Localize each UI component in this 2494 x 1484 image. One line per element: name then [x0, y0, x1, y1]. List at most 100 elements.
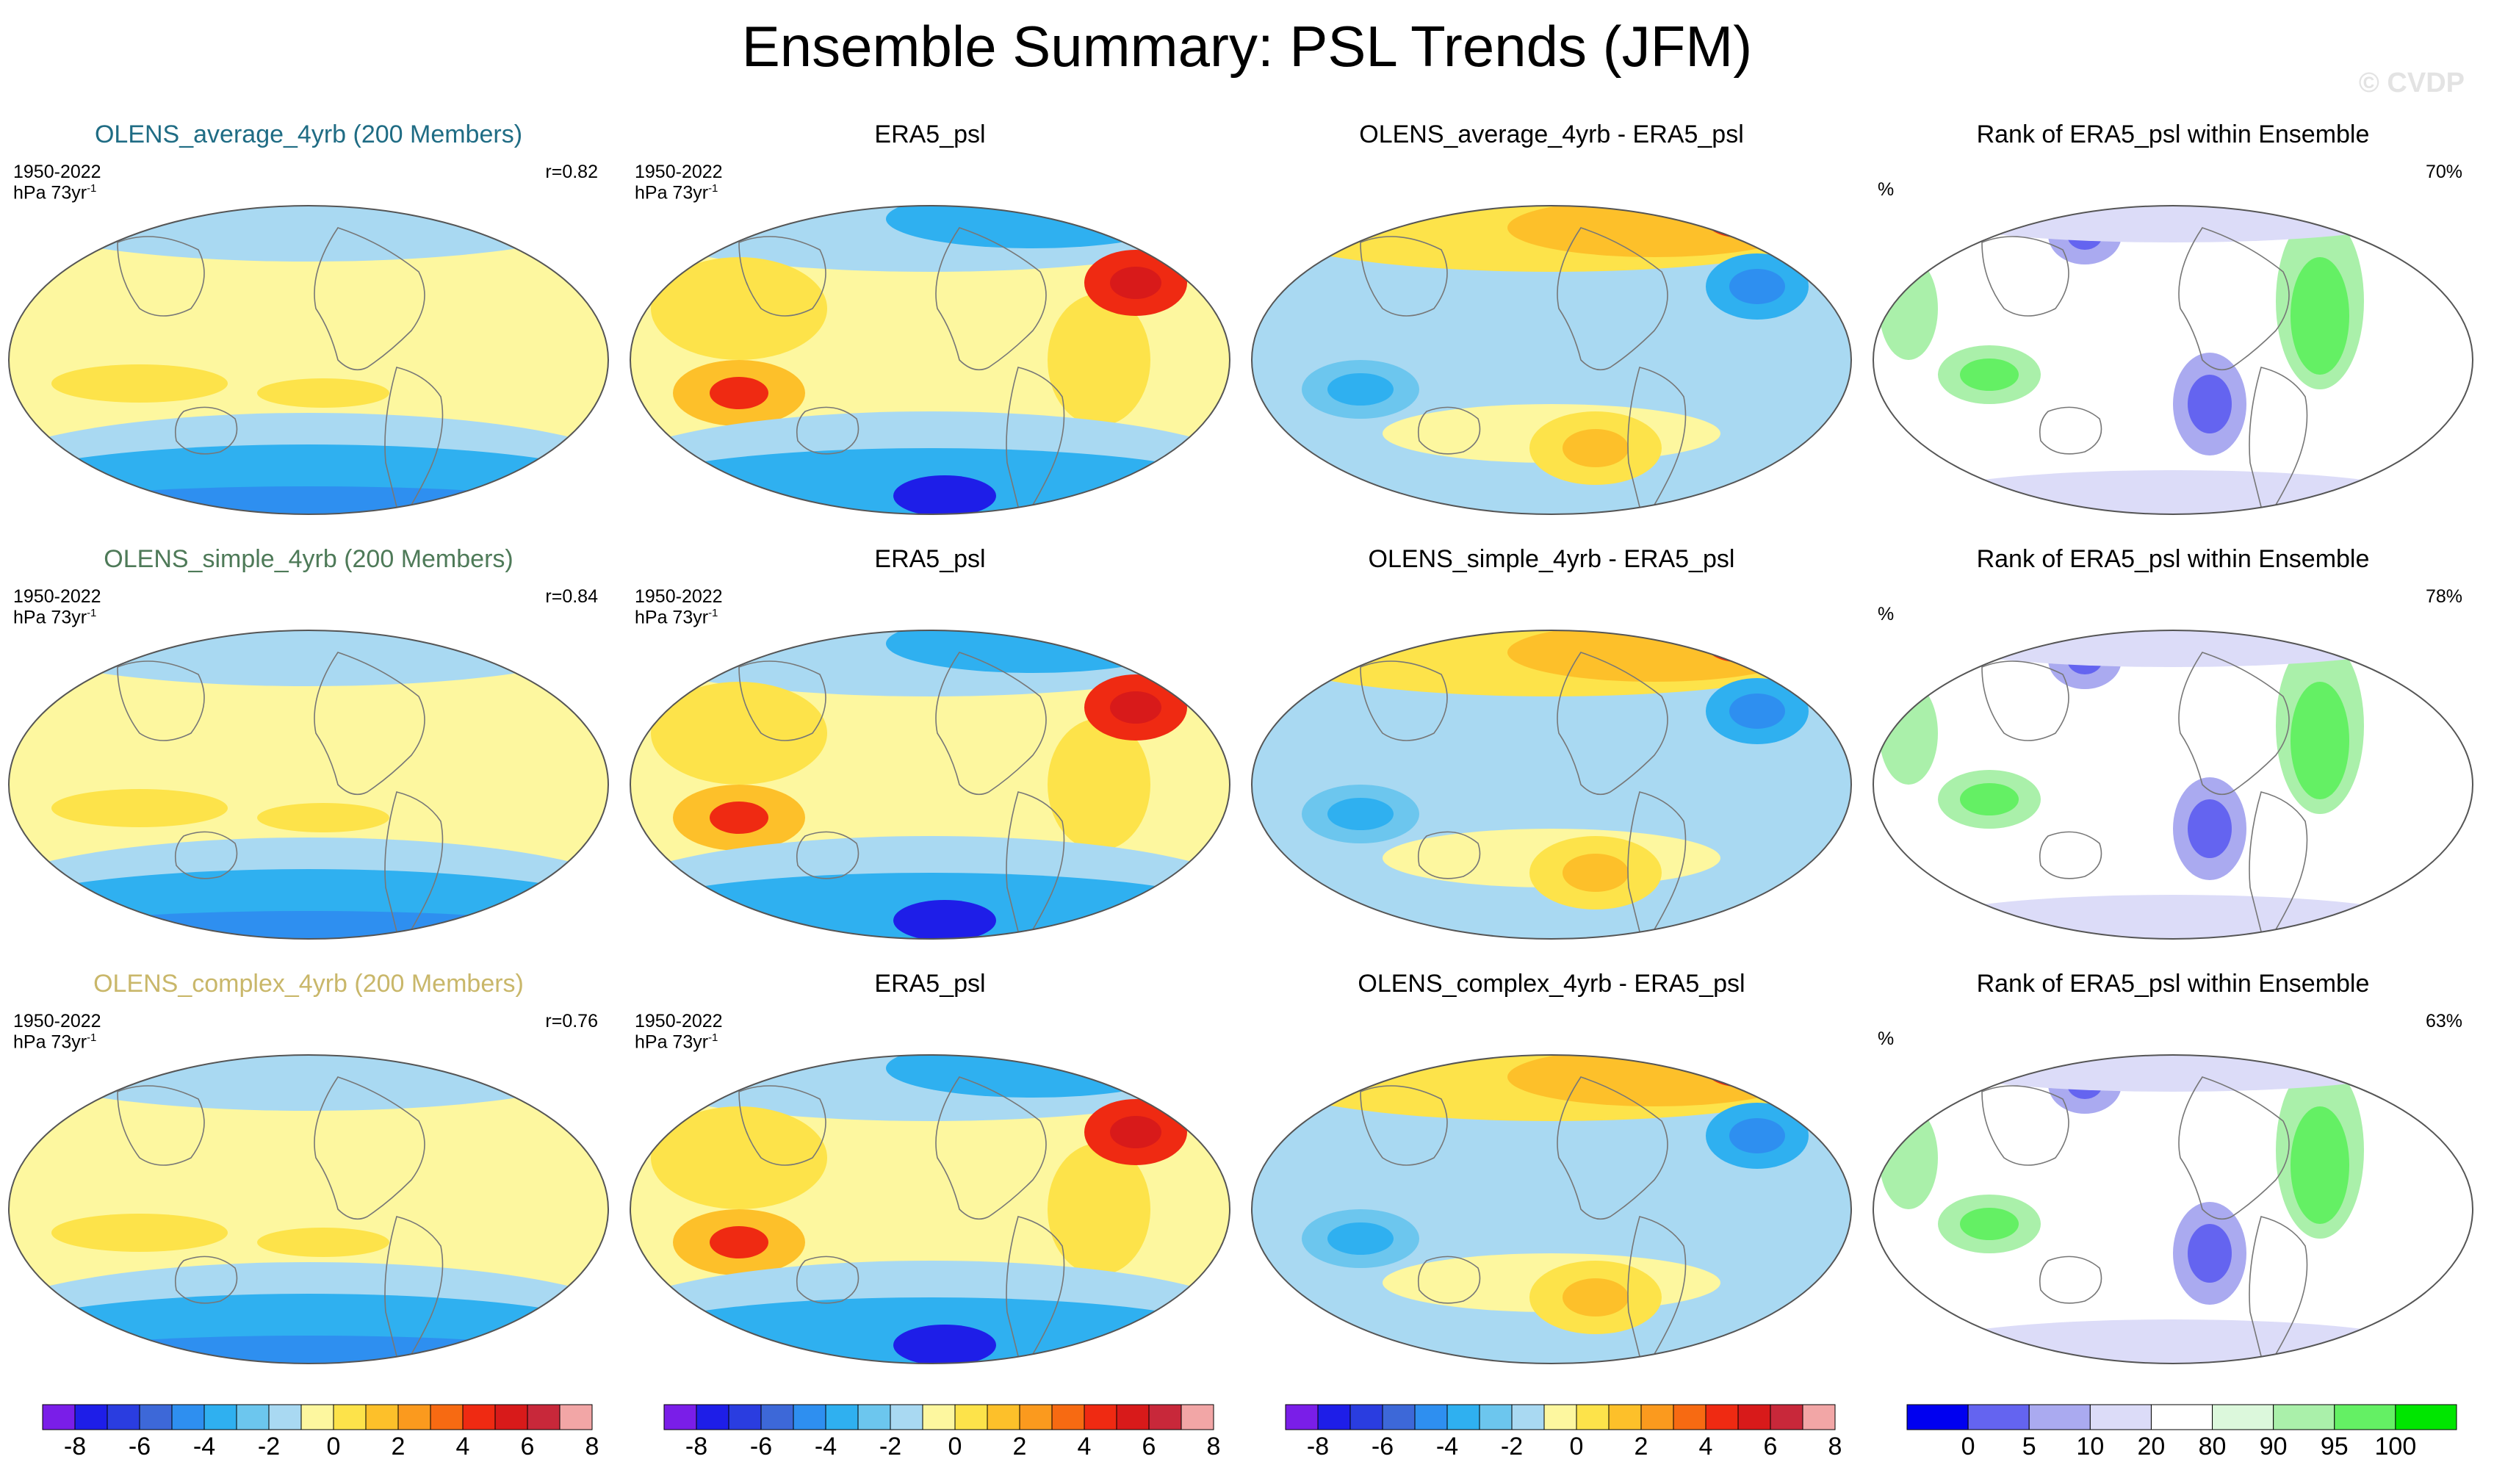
coastline-0 — [314, 652, 425, 796]
colorbar-swatch — [1446, 1404, 1480, 1430]
coastline-2 — [1981, 660, 2069, 741]
panel-period: 1950-2022 — [13, 162, 101, 182]
map-svg — [630, 630, 1230, 940]
colorbar-tick-label: -6 — [1371, 1433, 1394, 1460]
colorbar-swatch — [430, 1404, 464, 1430]
colorbar-tick-label: -4 — [814, 1433, 837, 1460]
colorbar-swatch — [1317, 1404, 1351, 1430]
colorbar-swatch — [954, 1404, 988, 1430]
coastline-0 — [935, 1076, 1047, 1220]
coastline-2 — [1981, 236, 2069, 317]
panel-rank: Rank of ERA5_psl within Ensemble % 70% — [1864, 118, 2482, 529]
coastline-3 — [796, 406, 859, 455]
map-svg — [630, 205, 1230, 515]
figure-title: Ensemble Summary: PSL Trends (JFM) — [741, 14, 1753, 79]
field-region-north-atlantic-core — [1110, 691, 1161, 724]
panel-period: 1950-2022 — [635, 586, 723, 607]
coastline-2 — [738, 660, 826, 741]
colorbar-swatch — [1084, 1404, 1117, 1430]
colorbar-swatch — [922, 1404, 956, 1430]
colorbar-swatch — [527, 1404, 561, 1430]
colorbar-tick-label: 8 — [585, 1433, 599, 1460]
panel-era5-psl: ERA5_psl 1950-2022 hPa 73yr-1 — [621, 967, 1239, 1378]
rank-region-southern-blue-core — [2188, 375, 2232, 433]
field-region-south-america-high — [1048, 718, 1150, 851]
colorbar-tick-label: 4 — [1077, 1433, 1092, 1460]
colorbar-swatch — [1608, 1404, 1642, 1430]
field-region-arctic-red — [1706, 206, 1779, 238]
panel-era5-psl: ERA5_psl 1950-2022 hPa 73yr-1 — [621, 118, 1239, 529]
panel-rank: Rank of ERA5_psl within Ensemble % 78% — [1864, 542, 2482, 954]
colorbar-swatch — [2395, 1404, 2457, 1430]
panel-difference: OLENS_average_4yrb - ERA5_psl — [1243, 118, 1860, 529]
map-field — [630, 630, 1230, 939]
panel-era5-psl: ERA5_psl 1950-2022 hPa 73yr-1 — [621, 542, 1239, 954]
colorbar-tick-label: -4 — [192, 1433, 216, 1460]
field-region-asia-high — [651, 1106, 827, 1209]
colorbar-tick-label: -4 — [1435, 1433, 1459, 1460]
colorbar-tick-label: -8 — [685, 1433, 708, 1460]
colorbar-swatch — [1349, 1404, 1383, 1430]
coastline-0 — [935, 227, 1047, 371]
rank-region-atlantic-green-core — [2291, 1106, 2349, 1224]
coastline-2 — [738, 236, 826, 317]
panel-unit: hPa 73yr-1 — [13, 607, 97, 628]
colorbar-svg — [1906, 1404, 2457, 1430]
panel-percent-label: % — [1878, 179, 1895, 200]
coastline-3 — [1417, 831, 1481, 879]
colorbar-swatch — [462, 1404, 496, 1430]
map-svg — [1251, 630, 1852, 940]
colorbar-swatch — [1511, 1404, 1545, 1430]
colorbar-tick-label: 2 — [391, 1433, 406, 1460]
colorbar-swatch — [1479, 1404, 1513, 1430]
rank-region-arctic-lavender — [1916, 206, 2430, 242]
field-region-amundsen-high-core — [1563, 429, 1629, 467]
field-region-asia-high — [651, 257, 827, 360]
colorbar-swatch — [857, 1404, 891, 1430]
panel-difference: OLENS_complex_4yrb - ERA5_psl — [1243, 967, 1860, 1378]
coastline-0 — [1557, 227, 1668, 371]
rank-region-atlantic-green-core — [2291, 257, 2349, 375]
colorbar-tick-label: 0 — [948, 1433, 962, 1460]
map-svg — [1873, 630, 2473, 940]
colorbar-tick-label: 20 — [2137, 1433, 2166, 1460]
colorbar-tick-label: -2 — [257, 1433, 281, 1460]
colorbar-tick-label: 2 — [1012, 1433, 1027, 1460]
panel-title: Rank of ERA5_psl within Ensemble — [1976, 970, 2370, 998]
map-svg — [1873, 1054, 2473, 1364]
rank-summary: 63% — [2425, 1011, 2462, 1031]
colorbar-tick-label: 80 — [2198, 1433, 2227, 1460]
panel-unit: hPa 73yr-1 — [635, 607, 718, 628]
panel-rank: Rank of ERA5_psl within Ensemble % 63% — [1864, 967, 2482, 1378]
colorbar-swatch — [107, 1404, 140, 1430]
panel-percent-label: % — [1878, 604, 1895, 624]
colorbar-trend: -8 -6 -4 -2 0 2 4 6 8 — [0, 1403, 617, 1484]
colorbar-tick-label: 10 — [2076, 1433, 2105, 1460]
field-region-north-atlantic-core — [1110, 267, 1161, 299]
colorbar-swatch — [760, 1404, 794, 1430]
coastline-3 — [2039, 406, 2102, 455]
coastline-3 — [1417, 1256, 1481, 1304]
panel-ensemble-average: OLENS_average_4yrb (200 Members) 1950-20… — [0, 118, 617, 529]
colorbar-tick-label: 5 — [2022, 1433, 2036, 1460]
panel-period: 1950-2022 — [13, 586, 101, 607]
colorbar-tick-label: 95 — [2320, 1433, 2349, 1460]
colorbar-swatch — [2028, 1404, 2091, 1430]
colorbar-swatch — [793, 1404, 826, 1430]
panel-difference: OLENS_simple_4yrb - ERA5_psl — [1243, 542, 1860, 954]
colorbar-trend: -8 -6 -4 -2 0 2 4 6 8 — [621, 1403, 1239, 1484]
colorbar-tick-label: 2 — [1634, 1433, 1648, 1460]
colorbar-swatch — [696, 1404, 729, 1430]
panel-title: ERA5_psl — [874, 545, 986, 573]
map-boundary — [1251, 205, 1852, 515]
colorbar-swatch — [1543, 1404, 1577, 1430]
field-region-south-pacific-core — [1327, 798, 1394, 830]
colorbar-swatch — [728, 1404, 762, 1430]
rank-region-arctic-lavender — [1916, 1055, 2430, 1092]
coastline-3 — [2039, 1256, 2102, 1304]
rank-region-pacific-green-core — [1960, 783, 2019, 815]
colorbar-tick-label: 8 — [1828, 1433, 1842, 1460]
field-region-antarctic-trough — [9, 486, 608, 514]
coastline-0 — [1557, 1076, 1668, 1220]
rank-region-atlantic-green-core — [2291, 682, 2349, 799]
